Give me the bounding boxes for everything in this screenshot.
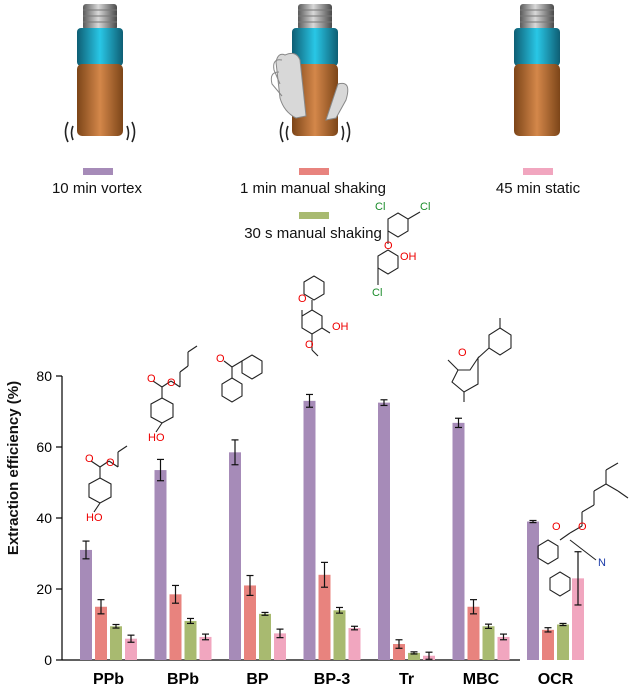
x-category-label: BP xyxy=(246,671,269,687)
bar xyxy=(467,606,480,660)
bar xyxy=(259,613,271,660)
x-category-label: OCR xyxy=(538,671,574,687)
svg-text:O: O xyxy=(384,240,393,252)
bar xyxy=(542,629,554,660)
bar xyxy=(318,574,331,660)
vial-vortex xyxy=(64,4,136,143)
molecule-bp xyxy=(221,354,263,403)
svg-text:O: O xyxy=(552,521,561,533)
svg-text:O: O xyxy=(85,453,94,465)
bar xyxy=(303,400,316,660)
molecule-ppb xyxy=(88,445,128,513)
molecule-bp3 xyxy=(301,275,331,357)
svg-text:O: O xyxy=(147,373,156,385)
x-category-label: PPb xyxy=(93,671,124,687)
bar-chart: Extraction efficiency (%) 0 20 40 60 80 PPb B… xyxy=(5,368,584,687)
hand-icon xyxy=(270,52,349,121)
y-tick-label: 0 xyxy=(44,652,52,668)
legend-swatch-manual-30s xyxy=(299,212,329,219)
svg-text:HO: HO xyxy=(86,512,103,524)
bar xyxy=(408,652,420,660)
vial-manual-shaking xyxy=(270,4,351,143)
bar xyxy=(154,470,167,660)
x-category-label: MBC xyxy=(463,671,500,687)
bar xyxy=(199,636,212,660)
y-axis-label: Extraction efficiency (%) xyxy=(5,381,22,555)
bar xyxy=(110,626,122,660)
molecule-structures: O O HO O O HO O xyxy=(85,201,629,597)
svg-text:O: O xyxy=(216,353,225,365)
y-tick-label: 20 xyxy=(36,581,52,597)
y-tick-label: 80 xyxy=(36,368,52,384)
x-category-label: Tr xyxy=(399,671,414,687)
svg-text:HO: HO xyxy=(148,432,165,444)
svg-text:O: O xyxy=(305,339,314,351)
bar xyxy=(80,549,92,660)
bar xyxy=(482,626,495,660)
y-tick-label: 60 xyxy=(36,439,52,455)
bar xyxy=(557,624,569,660)
bar xyxy=(274,633,286,660)
bar xyxy=(169,594,182,660)
legend-label-manual-1min: 1 min manual shaking xyxy=(240,180,386,197)
legend-label-vortex: 10 min vortex xyxy=(52,180,143,197)
bar xyxy=(184,620,197,660)
bar xyxy=(333,610,346,660)
svg-text:O: O xyxy=(167,377,176,389)
svg-text:OH: OH xyxy=(332,321,349,333)
molecule-octocrylene xyxy=(537,462,629,597)
bar xyxy=(452,422,465,660)
svg-text:O: O xyxy=(106,457,115,469)
legend-label-manual-30s: 30 s manual shaking xyxy=(244,225,382,242)
bar xyxy=(497,636,510,660)
svg-text:N: N xyxy=(598,557,606,569)
svg-text:O: O xyxy=(578,521,587,533)
svg-text:O: O xyxy=(458,347,467,359)
bar xyxy=(527,521,539,660)
molecule-bpb xyxy=(150,345,198,433)
bar xyxy=(125,638,137,660)
legend-swatch-static xyxy=(523,168,553,175)
svg-text:O: O xyxy=(298,293,307,305)
x-category-label: BP-3 xyxy=(314,671,351,687)
svg-text:Cl: Cl xyxy=(372,287,382,299)
legend-swatch-manual-1min xyxy=(299,168,329,175)
svg-text:Cl: Cl xyxy=(375,201,385,213)
bar xyxy=(378,402,390,660)
bar xyxy=(244,585,256,660)
y-tick-label: 40 xyxy=(36,510,52,526)
svg-text:Cl: Cl xyxy=(420,201,430,213)
vial-static xyxy=(514,4,560,136)
svg-text:OH: OH xyxy=(400,251,417,263)
bar xyxy=(572,578,584,660)
legend-label-static: 45 min static xyxy=(496,180,581,197)
bar xyxy=(348,628,361,660)
bar xyxy=(229,452,241,660)
legend-swatch-vortex xyxy=(83,168,113,175)
x-category-label: BPb xyxy=(167,671,199,687)
legend: 10 min vortex 1 min manual shaking 45 mi… xyxy=(52,168,581,242)
molecule-triclosan xyxy=(377,211,421,285)
molecule-mbc xyxy=(447,318,512,402)
bar xyxy=(95,606,107,660)
